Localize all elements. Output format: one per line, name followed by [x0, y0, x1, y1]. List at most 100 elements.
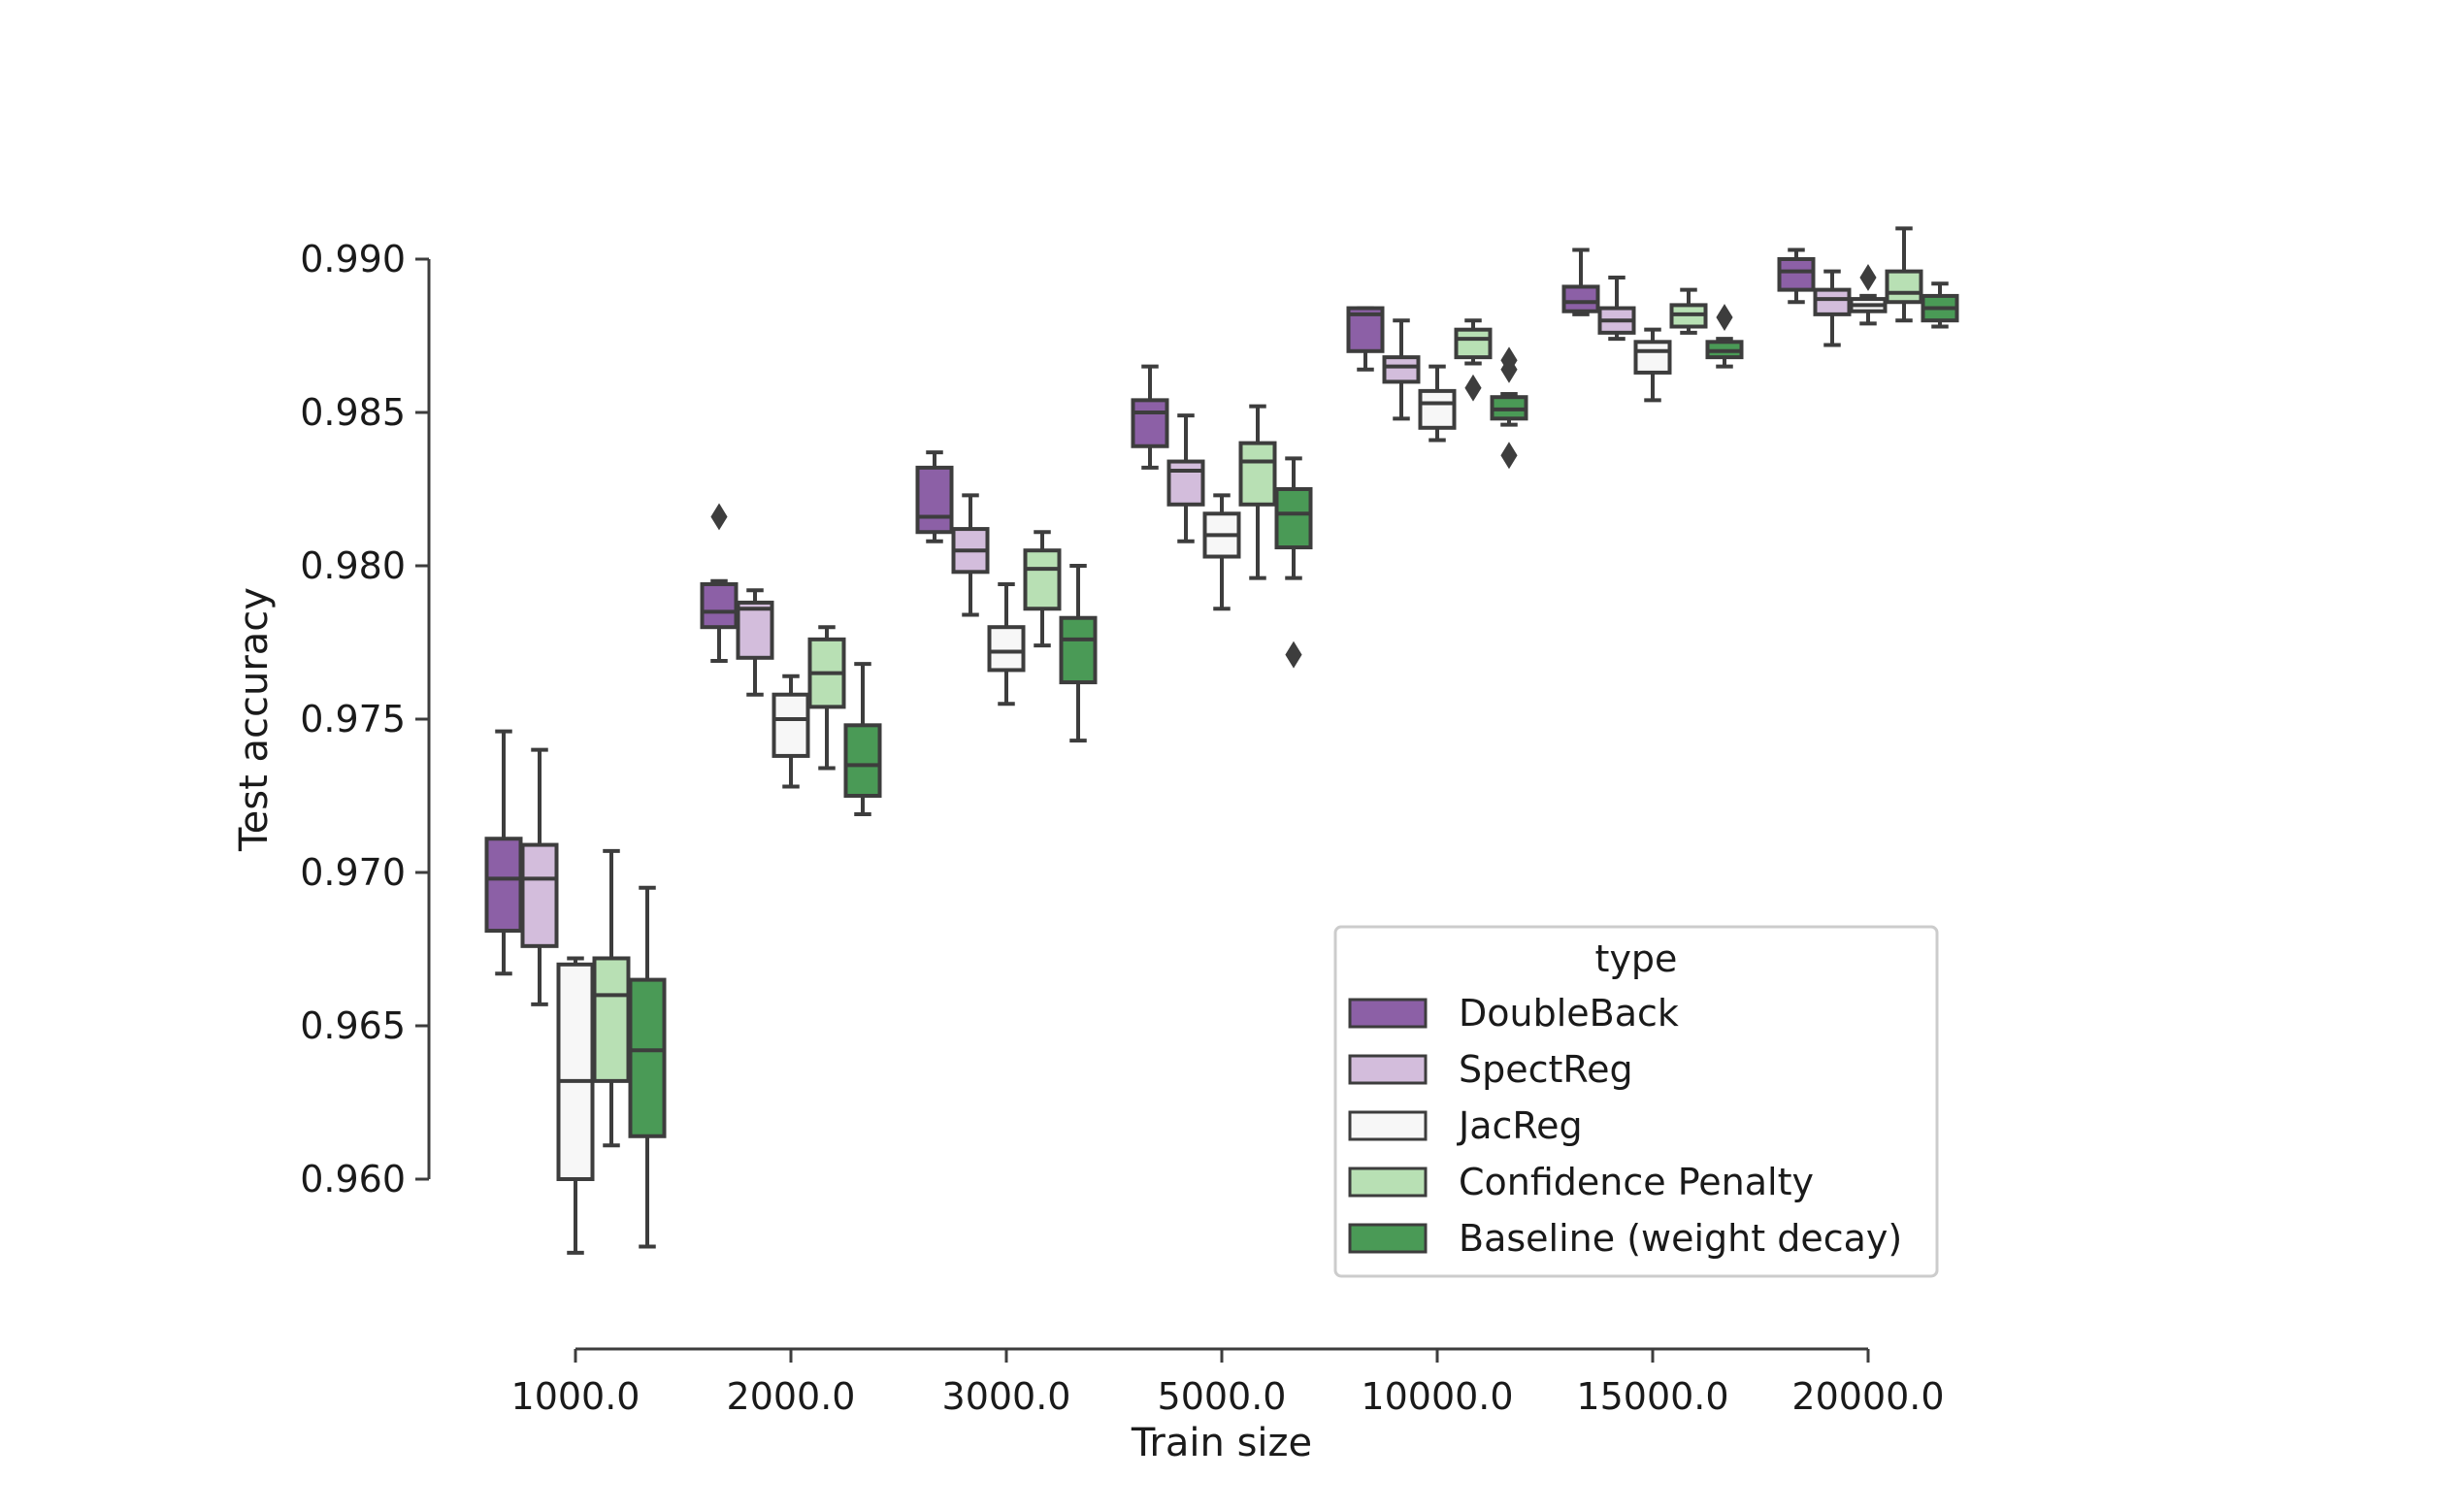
y-tick-label: 0.970 — [300, 851, 406, 894]
box-iqr — [556, 962, 595, 1181]
box-baseline-weight-decay- — [843, 662, 882, 816]
x-tick-label: 3000.0 — [942, 1375, 1071, 1418]
box-iqr — [628, 977, 667, 1138]
box-iqr — [1813, 287, 1852, 316]
box-baseline-weight-decay- — [1705, 304, 1744, 369]
box-spectreg — [951, 493, 990, 617]
box-iqr — [1561, 284, 1600, 313]
box-iqr — [1131, 398, 1169, 448]
box-jacreg — [1418, 364, 1457, 443]
box-baseline-weight-decay- — [1921, 281, 1959, 329]
legend-label: SpectReg — [1459, 1048, 1633, 1091]
legend-swatch — [1348, 998, 1428, 1029]
y-tick-label: 0.990 — [300, 238, 406, 280]
box-iqr — [915, 465, 954, 535]
box-baseline-weight-decay- — [1059, 564, 1098, 743]
legend-title: type — [1595, 937, 1678, 980]
box-baseline-weight-decay- — [628, 885, 667, 1249]
box-doubleback — [1346, 306, 1385, 372]
x-tick-label: 20000.0 — [1791, 1375, 1944, 1418]
outlier-marker — [1500, 442, 1518, 470]
box-confidence-penalty — [1454, 318, 1493, 402]
x-axis-label: Train size — [1131, 1421, 1312, 1465]
box-confidence-penalty — [1885, 226, 1923, 323]
x-axis: 1000.0 2000.0 3000.0 5000.0 10000.0 15000.0 20… — [511, 1347, 1945, 1418]
y-tick-label: 0.980 — [300, 544, 406, 587]
legend-swatch — [1348, 1054, 1428, 1085]
box-jacreg — [1633, 327, 1672, 403]
box-iqr — [1885, 269, 1923, 305]
box-doubleback — [1561, 247, 1600, 316]
legend-item: JacReg — [1348, 1104, 1583, 1147]
legend-item: Baseline (weight decay) — [1348, 1217, 1902, 1260]
legend-label: JacReg — [1457, 1104, 1583, 1147]
outlier-marker — [1859, 264, 1877, 291]
box-confidence-penalty — [1669, 287, 1708, 335]
x-tick-label: 10000.0 — [1361, 1375, 1513, 1418]
box-iqr — [592, 956, 631, 1083]
y-tick-label: 0.965 — [300, 1004, 406, 1047]
legend-item: DoubleBack — [1348, 992, 1679, 1035]
legend-swatch — [1348, 1110, 1428, 1141]
outlier-marker — [1716, 304, 1733, 331]
outlier-marker — [1464, 374, 1482, 402]
y-tick-label: 0.960 — [300, 1158, 406, 1200]
box-iqr — [772, 692, 810, 758]
box-iqr — [1059, 615, 1098, 685]
box-iqr — [1633, 340, 1672, 375]
legend-label: Confidence Penalty — [1459, 1161, 1814, 1203]
box-iqr — [1274, 487, 1313, 550]
box-iqr — [1023, 548, 1062, 611]
y-axis: 0.960 0.965 0.970 0.975 0.980 0.985 0.990 — [300, 238, 431, 1200]
x-tick-label: 5000.0 — [1158, 1375, 1287, 1418]
y-tick-label: 0.975 — [300, 698, 406, 740]
legend-label: DoubleBack — [1459, 992, 1679, 1035]
box-iqr — [1777, 257, 1816, 292]
box-jacreg — [772, 674, 810, 789]
box-jacreg — [1202, 493, 1241, 611]
box-doubleback — [915, 450, 954, 543]
x-tick-label: 1000.0 — [511, 1375, 640, 1418]
outlier-marker — [710, 503, 728, 531]
legend-item: Confidence Penalty — [1348, 1161, 1814, 1203]
x-tick-label: 2000.0 — [727, 1375, 856, 1418]
legend: type DoubleBack SpectReg JacReg Confidence P… — [1333, 925, 1939, 1278]
legend-swatch — [1348, 1223, 1428, 1254]
box-iqr — [1382, 355, 1421, 384]
box-groups — [484, 226, 1959, 1255]
outlier-marker — [1500, 346, 1518, 375]
box-baseline-weight-decay- — [1490, 346, 1528, 470]
box-iqr — [1166, 459, 1205, 507]
box-iqr — [1418, 388, 1457, 430]
legend-label: Baseline (weight decay) — [1459, 1217, 1902, 1260]
box-iqr — [1238, 441, 1277, 507]
box-spectreg — [736, 588, 774, 697]
legend-frame — [1333, 925, 1939, 1278]
box-doubleback — [1131, 364, 1169, 470]
legend-item: SpectReg — [1348, 1048, 1633, 1091]
box-iqr — [700, 581, 739, 630]
box-iqr — [736, 600, 774, 660]
legend-swatch — [1348, 1167, 1428, 1198]
box-jacreg — [987, 581, 1026, 707]
box-confidence-penalty — [807, 625, 846, 771]
box-spectreg — [520, 747, 559, 1006]
box-iqr — [987, 625, 1026, 673]
box-confidence-penalty — [1023, 530, 1062, 648]
box-iqr — [520, 842, 559, 948]
box-spectreg — [1597, 275, 1636, 342]
y-axis-label: Test accuracy — [232, 587, 277, 852]
box-confidence-penalty — [1238, 404, 1277, 580]
box-iqr — [484, 837, 523, 934]
box-iqr — [1454, 327, 1493, 360]
box-spectreg — [1166, 413, 1205, 543]
x-tick-label: 15000.0 — [1576, 1375, 1728, 1418]
box-baseline-weight-decay- — [1274, 456, 1313, 669]
y-tick-label: 0.985 — [300, 391, 406, 434]
box-spectreg — [1382, 318, 1421, 421]
box-iqr — [843, 723, 882, 799]
outlier-marker — [1285, 641, 1302, 669]
box-doubleback — [1777, 247, 1816, 305]
